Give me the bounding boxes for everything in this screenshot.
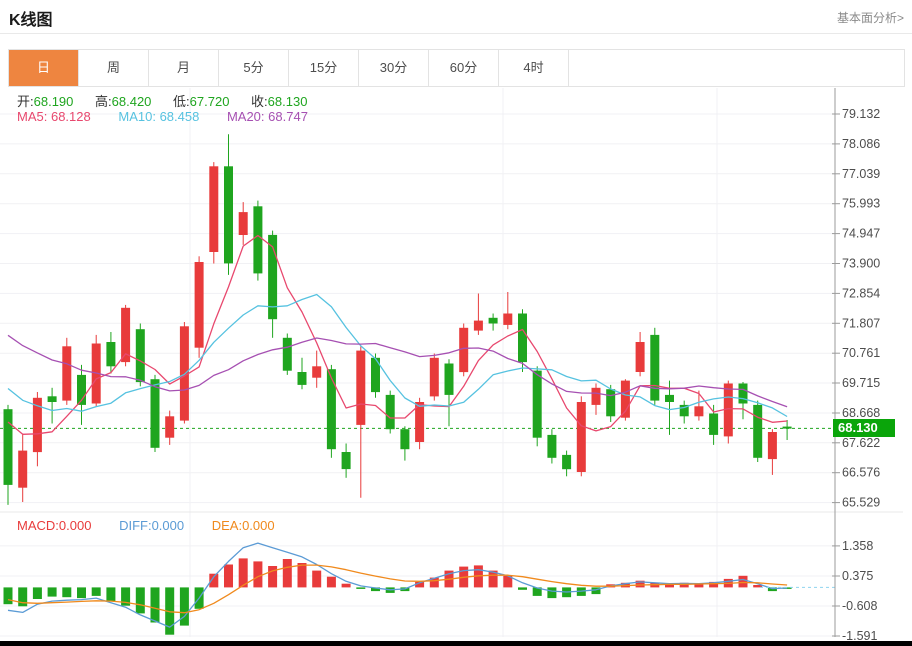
close-label: 收: [251,94,268,109]
tab-30min[interactable]: 30分 [359,50,429,86]
svg-text:69.715: 69.715 [842,376,880,390]
svg-text:67.622: 67.622 [842,436,880,450]
low-label: 低: [173,94,190,109]
diff-value-legend: DIFF:0.000 [119,518,185,533]
svg-text:74.947: 74.947 [842,227,880,241]
tab-week[interactable]: 周 [79,50,149,86]
open-label: 开: [17,94,34,109]
svg-text:0.375: 0.375 [842,569,873,583]
kline-tab-bar: 日 周 月 5分 15分 30分 60分 4时 [8,49,905,87]
svg-text:68.668: 68.668 [842,406,880,420]
macd-value-legend: MACD:0.000 [17,518,92,533]
svg-text:73.900: 73.900 [842,257,880,271]
svg-text:70.761: 70.761 [842,346,880,360]
current-price-badge: 68.130 [833,419,895,437]
svg-text:72.854: 72.854 [842,286,880,300]
ohlc-legend: 开:68.190 高:68.420 低:67.720 收:68.130 [17,91,325,110]
ma20-legend: MA20: 68.747 [226,109,308,124]
svg-text:77.039: 77.039 [842,167,880,181]
tab-5min[interactable]: 5分 [219,50,289,86]
dea-value-legend: DEA:0.000 [211,518,275,533]
high-label: 高: [95,94,112,109]
svg-text:1.358: 1.358 [842,539,873,553]
macd-legend: MACD:0.000 DIFF:0.000 DEA:0.000 [17,518,299,533]
tab-60min[interactable]: 60分 [429,50,499,86]
ma-legend: MA5: 68.128 MA10: 68.458 MA20: 68.747 [17,109,332,124]
fundamental-analysis-link[interactable]: 基本面分析> [836,11,904,25]
svg-text:-0.608: -0.608 [842,599,877,613]
svg-text:79.132: 79.132 [842,107,880,121]
header-divider [0,33,912,34]
tab-day[interactable]: 日 [9,50,79,86]
svg-text:75.993: 75.993 [842,197,880,211]
tab-month[interactable]: 月 [149,50,219,86]
svg-text:71.807: 71.807 [842,316,880,330]
ma10-legend: MA10: 68.458 [118,109,200,124]
tab-4hour[interactable]: 4时 [499,50,569,86]
bottom-bar [0,641,912,646]
open-value: 68.190 [33,94,74,109]
tab-15min[interactable]: 15分 [289,50,359,86]
svg-text:65.529: 65.529 [842,496,880,510]
svg-text:66.576: 66.576 [842,466,880,480]
svg-text:-1.591: -1.591 [842,629,877,643]
low-value: 67.720 [189,94,230,109]
high-value: 68.420 [111,94,152,109]
ma5-legend: MA5: 68.128 [17,109,91,124]
close-value: 68.130 [267,94,308,109]
page-title: K线图 [9,12,53,29]
svg-text:78.086: 78.086 [842,137,880,151]
